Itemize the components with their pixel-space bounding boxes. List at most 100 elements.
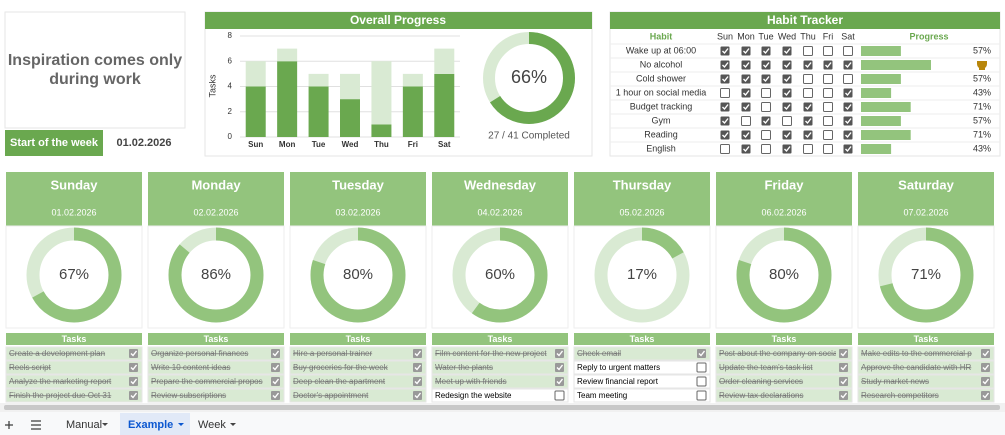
checkbox[interactable]	[720, 88, 730, 98]
checkbox[interactable]	[761, 130, 771, 140]
checkbox[interactable]	[696, 390, 707, 401]
checkbox-box	[843, 130, 853, 140]
checkbox[interactable]	[413, 349, 422, 358]
checkbox[interactable]	[413, 391, 422, 400]
checkbox[interactable]	[981, 377, 990, 386]
checkbox[interactable]	[741, 144, 751, 154]
checkbox[interactable]	[271, 391, 280, 400]
checkbox[interactable]	[823, 116, 833, 126]
checkbox[interactable]	[782, 74, 792, 84]
checkbox[interactable]	[761, 102, 771, 112]
checkbox[interactable]	[782, 116, 792, 126]
checkbox[interactable]	[803, 144, 813, 154]
checkbox[interactable]	[843, 60, 853, 70]
checkbox[interactable]	[761, 116, 771, 126]
sheet-tab[interactable]: Example	[120, 413, 190, 435]
checkbox[interactable]	[803, 74, 813, 84]
sheet-tab[interactable]: Week	[198, 419, 236, 431]
add-sheet[interactable]	[5, 421, 13, 429]
checkbox[interactable]	[843, 130, 853, 140]
checkbox[interactable]	[981, 391, 990, 400]
checkbox[interactable]	[741, 88, 751, 98]
checkbox[interactable]	[720, 116, 730, 126]
checkbox[interactable]	[720, 130, 730, 140]
checkbox[interactable]	[413, 363, 422, 372]
checkbox[interactable]	[761, 46, 771, 56]
check	[805, 62, 812, 69]
checkbox[interactable]	[823, 46, 833, 56]
checkbox[interactable]	[271, 377, 280, 386]
checkbox[interactable]	[843, 74, 853, 84]
checkbox[interactable]	[741, 116, 751, 126]
checkbox[interactable]	[413, 377, 422, 386]
checkbox[interactable]	[981, 363, 990, 372]
checkbox[interactable]	[741, 74, 751, 84]
checkbox[interactable]	[823, 88, 833, 98]
checkbox-box	[981, 349, 990, 358]
donut-arc	[878, 227, 974, 323]
checkbox[interactable]	[803, 102, 813, 112]
checkbox[interactable]	[741, 130, 751, 140]
checkbox[interactable]	[129, 349, 138, 358]
checkbox[interactable]	[696, 376, 707, 387]
checkbox[interactable]	[782, 46, 792, 56]
checkbox[interactable]	[271, 363, 280, 372]
checkbox[interactable]	[823, 144, 833, 154]
checkbox[interactable]	[129, 391, 138, 400]
checkbox[interactable]	[843, 144, 853, 154]
checkbox[interactable]	[839, 363, 848, 372]
check	[272, 378, 280, 385]
check	[130, 392, 138, 399]
checkbox[interactable]	[741, 46, 751, 56]
sheet-tab[interactable]: Manual	[66, 419, 108, 431]
checkbox[interactable]	[843, 102, 853, 112]
checkbox[interactable]	[981, 349, 990, 358]
checkbox[interactable]	[843, 116, 853, 126]
checkbox[interactable]	[720, 60, 730, 70]
checkbox-box	[741, 88, 751, 98]
checkbox[interactable]	[761, 144, 771, 154]
checkbox-box	[720, 130, 730, 140]
checkbox[interactable]	[803, 88, 813, 98]
checkbox[interactable]	[129, 377, 138, 386]
checkbox[interactable]	[696, 362, 707, 373]
checkbox[interactable]	[761, 88, 771, 98]
checkbox[interactable]	[741, 60, 751, 70]
checkbox[interactable]	[782, 144, 792, 154]
checkbox[interactable]	[720, 46, 730, 56]
checkbox[interactable]	[741, 102, 751, 112]
checkbox[interactable]	[697, 349, 706, 358]
checkbox[interactable]	[129, 363, 138, 372]
checkbox[interactable]	[803, 116, 813, 126]
checkbox[interactable]	[761, 74, 771, 84]
checkbox[interactable]	[803, 130, 813, 140]
checkbox[interactable]	[761, 60, 771, 70]
checkbox[interactable]	[803, 60, 813, 70]
checkbox[interactable]	[823, 74, 833, 84]
checkbox[interactable]	[271, 349, 280, 358]
scroll-thumb[interactable]	[4, 405, 1000, 410]
checkbox[interactable]	[823, 60, 833, 70]
checkbox[interactable]	[839, 377, 848, 386]
checkbox[interactable]	[554, 390, 565, 401]
sheet-menu[interactable]	[31, 420, 41, 430]
checkbox[interactable]	[720, 144, 730, 154]
checkbox[interactable]	[782, 102, 792, 112]
checkbox[interactable]	[803, 46, 813, 56]
checkbox[interactable]	[823, 130, 833, 140]
checkbox[interactable]	[720, 102, 730, 112]
checkbox[interactable]	[843, 46, 853, 56]
checkbox[interactable]	[839, 349, 848, 358]
checkbox[interactable]	[782, 60, 792, 70]
checkbox[interactable]	[843, 88, 853, 98]
start-date[interactable]: 01.02.2026	[116, 137, 171, 149]
checkbox[interactable]	[720, 74, 730, 84]
checkbox[interactable]	[782, 88, 792, 98]
checkbox[interactable]	[555, 363, 564, 372]
checkbox[interactable]	[823, 102, 833, 112]
checkbox[interactable]	[839, 391, 848, 400]
day-date: 03.02.2026	[335, 207, 380, 217]
checkbox[interactable]	[555, 349, 564, 358]
checkbox[interactable]	[555, 377, 564, 386]
checkbox[interactable]	[782, 130, 792, 140]
